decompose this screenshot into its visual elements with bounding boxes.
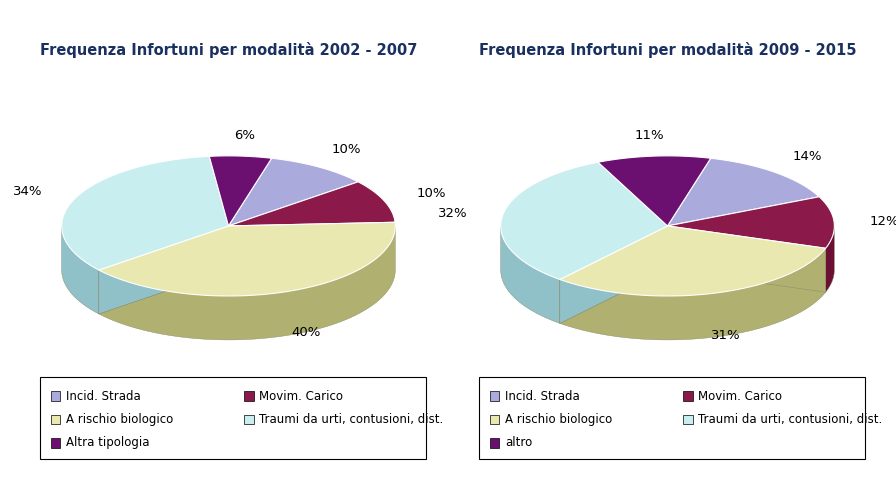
Polygon shape bbox=[668, 197, 834, 248]
Polygon shape bbox=[228, 182, 395, 226]
FancyBboxPatch shape bbox=[51, 392, 60, 401]
FancyBboxPatch shape bbox=[244, 392, 254, 401]
Polygon shape bbox=[99, 226, 228, 314]
Text: 12%: 12% bbox=[869, 215, 896, 227]
Polygon shape bbox=[668, 226, 825, 292]
Polygon shape bbox=[825, 226, 834, 292]
Text: 40%: 40% bbox=[291, 326, 321, 339]
Text: Movim. Carico: Movim. Carico bbox=[259, 390, 343, 403]
Polygon shape bbox=[560, 226, 668, 323]
Text: Frequenza Infortuni per modalità 2002 - 2007: Frequenza Infortuni per modalità 2002 - … bbox=[39, 41, 418, 57]
Text: 14%: 14% bbox=[793, 150, 823, 163]
Polygon shape bbox=[560, 248, 825, 340]
FancyBboxPatch shape bbox=[51, 438, 60, 448]
Polygon shape bbox=[668, 226, 825, 292]
Text: Incid. Strada: Incid. Strada bbox=[66, 390, 141, 403]
Polygon shape bbox=[99, 227, 395, 340]
Text: 32%: 32% bbox=[438, 207, 468, 220]
Polygon shape bbox=[560, 226, 668, 323]
FancyBboxPatch shape bbox=[51, 415, 60, 424]
FancyBboxPatch shape bbox=[490, 438, 499, 448]
Text: 10%: 10% bbox=[417, 187, 445, 200]
FancyBboxPatch shape bbox=[490, 392, 499, 401]
FancyBboxPatch shape bbox=[683, 392, 693, 401]
Text: altro: altro bbox=[505, 436, 532, 450]
Polygon shape bbox=[62, 226, 99, 314]
Polygon shape bbox=[99, 222, 395, 296]
Text: 31%: 31% bbox=[711, 329, 741, 342]
Polygon shape bbox=[228, 158, 358, 226]
Text: Incid. Strada: Incid. Strada bbox=[505, 390, 580, 403]
FancyBboxPatch shape bbox=[244, 415, 254, 424]
Text: Frequenza Infortuni per modalità 2009 - 2015: Frequenza Infortuni per modalità 2009 - … bbox=[478, 41, 857, 57]
Text: 11%: 11% bbox=[634, 129, 664, 142]
FancyBboxPatch shape bbox=[478, 377, 866, 459]
FancyBboxPatch shape bbox=[683, 415, 693, 424]
Text: A rischio biologico: A rischio biologico bbox=[66, 413, 173, 426]
Polygon shape bbox=[560, 226, 825, 296]
Text: 34%: 34% bbox=[13, 185, 42, 198]
Polygon shape bbox=[598, 156, 711, 226]
Text: Traumi da urti, contusioni, dist.: Traumi da urti, contusioni, dist. bbox=[698, 413, 883, 426]
Text: 6%: 6% bbox=[234, 129, 254, 142]
Text: 10%: 10% bbox=[332, 143, 361, 156]
FancyBboxPatch shape bbox=[39, 377, 426, 459]
Polygon shape bbox=[62, 156, 228, 270]
Text: A rischio biologico: A rischio biologico bbox=[505, 413, 612, 426]
Polygon shape bbox=[99, 226, 228, 314]
FancyBboxPatch shape bbox=[490, 415, 499, 424]
Polygon shape bbox=[210, 156, 271, 226]
Polygon shape bbox=[668, 158, 819, 226]
Text: Movim. Carico: Movim. Carico bbox=[698, 390, 782, 403]
Polygon shape bbox=[501, 226, 560, 323]
Text: Traumi da urti, contusioni, dist.: Traumi da urti, contusioni, dist. bbox=[259, 413, 444, 426]
Polygon shape bbox=[501, 162, 668, 280]
Text: Altra tipologia: Altra tipologia bbox=[66, 436, 150, 450]
